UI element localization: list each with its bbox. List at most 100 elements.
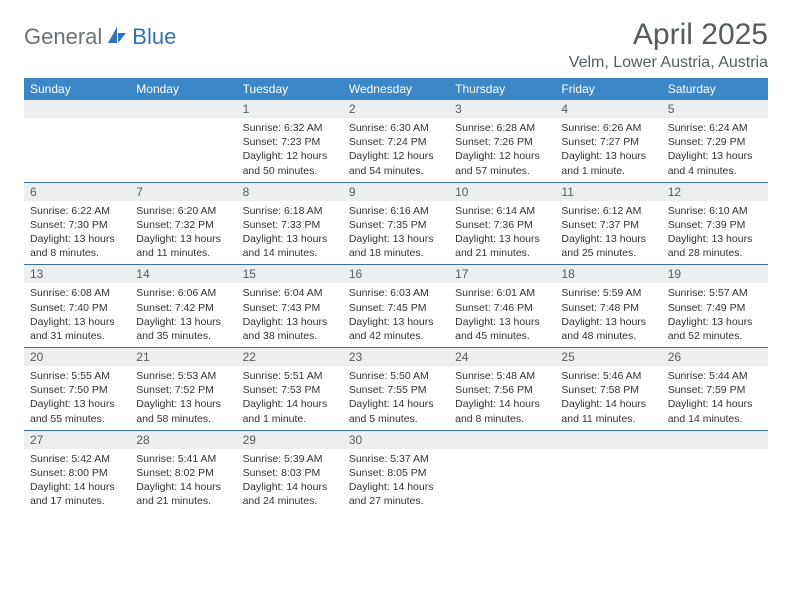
day-number: 1 bbox=[237, 100, 343, 118]
weekday-header-row: Sunday Monday Tuesday Wednesday Thursday… bbox=[24, 78, 768, 100]
sunrise-line: Sunrise: 5:53 AM bbox=[136, 369, 230, 383]
day-details: Sunrise: 6:20 AMSunset: 7:32 PMDaylight:… bbox=[130, 201, 236, 265]
sunrise-line: Sunrise: 6:04 AM bbox=[243, 286, 337, 300]
calendar-week-row: 1Sunrise: 6:32 AMSunset: 7:23 PMDaylight… bbox=[24, 100, 768, 182]
day-details: Sunrise: 6:10 AMSunset: 7:39 PMDaylight:… bbox=[662, 201, 768, 265]
day-number: 4 bbox=[555, 100, 661, 118]
day-number: 13 bbox=[24, 265, 130, 283]
sunrise-line: Sunrise: 5:46 AM bbox=[561, 369, 655, 383]
daylight-line: Daylight: 14 hours and 11 minutes. bbox=[561, 397, 655, 425]
calendar-cell: 17Sunrise: 6:01 AMSunset: 7:46 PMDayligh… bbox=[449, 265, 555, 348]
daylight-line: Daylight: 13 hours and 58 minutes. bbox=[136, 397, 230, 425]
sunrise-line: Sunrise: 5:44 AM bbox=[668, 369, 762, 383]
day-details: Sunrise: 5:46 AMSunset: 7:58 PMDaylight:… bbox=[555, 366, 661, 430]
daylight-line: Daylight: 13 hours and 8 minutes. bbox=[30, 232, 124, 260]
sunset-line: Sunset: 8:03 PM bbox=[243, 466, 337, 480]
sunset-line: Sunset: 7:29 PM bbox=[668, 135, 762, 149]
sunset-line: Sunset: 7:39 PM bbox=[668, 218, 762, 232]
daylight-line: Daylight: 14 hours and 5 minutes. bbox=[349, 397, 443, 425]
sunset-line: Sunset: 7:37 PM bbox=[561, 218, 655, 232]
logo-sail-icon bbox=[106, 25, 128, 50]
day-number: 17 bbox=[449, 265, 555, 283]
calendar-week-row: 6Sunrise: 6:22 AMSunset: 7:30 PMDaylight… bbox=[24, 182, 768, 265]
sunrise-line: Sunrise: 5:59 AM bbox=[561, 286, 655, 300]
sunrise-line: Sunrise: 6:32 AM bbox=[243, 121, 337, 135]
day-number: 26 bbox=[662, 348, 768, 366]
day-details: Sunrise: 5:57 AMSunset: 7:49 PMDaylight:… bbox=[662, 283, 768, 347]
sunrise-line: Sunrise: 5:55 AM bbox=[30, 369, 124, 383]
calendar-cell: 3Sunrise: 6:28 AMSunset: 7:26 PMDaylight… bbox=[449, 100, 555, 182]
day-number: 28 bbox=[130, 431, 236, 449]
calendar-week-row: 27Sunrise: 5:42 AMSunset: 8:00 PMDayligh… bbox=[24, 430, 768, 512]
calendar-cell: 11Sunrise: 6:12 AMSunset: 7:37 PMDayligh… bbox=[555, 182, 661, 265]
sunrise-line: Sunrise: 6:16 AM bbox=[349, 204, 443, 218]
sunset-line: Sunset: 7:59 PM bbox=[668, 383, 762, 397]
calendar-week-row: 20Sunrise: 5:55 AMSunset: 7:50 PMDayligh… bbox=[24, 348, 768, 431]
day-details: Sunrise: 5:51 AMSunset: 7:53 PMDaylight:… bbox=[237, 366, 343, 430]
col-saturday: Saturday bbox=[662, 78, 768, 100]
day-number: 27 bbox=[24, 431, 130, 449]
day-number: 11 bbox=[555, 183, 661, 201]
daylight-line: Daylight: 14 hours and 1 minute. bbox=[243, 397, 337, 425]
day-number: 5 bbox=[662, 100, 768, 118]
daylight-line: Daylight: 14 hours and 17 minutes. bbox=[30, 480, 124, 508]
calendar-cell bbox=[449, 430, 555, 512]
daylight-line: Daylight: 13 hours and 45 minutes. bbox=[455, 315, 549, 343]
calendar-cell: 8Sunrise: 6:18 AMSunset: 7:33 PMDaylight… bbox=[237, 182, 343, 265]
calendar-cell: 9Sunrise: 6:16 AMSunset: 7:35 PMDaylight… bbox=[343, 182, 449, 265]
sunrise-line: Sunrise: 6:24 AM bbox=[668, 121, 762, 135]
calendar-table: Sunday Monday Tuesday Wednesday Thursday… bbox=[24, 78, 768, 512]
day-details: Sunrise: 6:06 AMSunset: 7:42 PMDaylight:… bbox=[130, 283, 236, 347]
calendar-week-row: 13Sunrise: 6:08 AMSunset: 7:40 PMDayligh… bbox=[24, 265, 768, 348]
day-number: 2 bbox=[343, 100, 449, 118]
calendar-cell: 14Sunrise: 6:06 AMSunset: 7:42 PMDayligh… bbox=[130, 265, 236, 348]
calendar-cell bbox=[555, 430, 661, 512]
day-details: Sunrise: 6:03 AMSunset: 7:45 PMDaylight:… bbox=[343, 283, 449, 347]
sunset-line: Sunset: 7:53 PM bbox=[243, 383, 337, 397]
day-details: Sunrise: 6:22 AMSunset: 7:30 PMDaylight:… bbox=[24, 201, 130, 265]
daylight-line: Daylight: 12 hours and 54 minutes. bbox=[349, 149, 443, 177]
daylight-line: Daylight: 13 hours and 31 minutes. bbox=[30, 315, 124, 343]
daylight-line: Daylight: 13 hours and 28 minutes. bbox=[668, 232, 762, 260]
calendar-cell: 2Sunrise: 6:30 AMSunset: 7:24 PMDaylight… bbox=[343, 100, 449, 182]
daylight-line: Daylight: 13 hours and 55 minutes. bbox=[30, 397, 124, 425]
sunrise-line: Sunrise: 6:14 AM bbox=[455, 204, 549, 218]
sunset-line: Sunset: 7:40 PM bbox=[30, 301, 124, 315]
day-number bbox=[555, 431, 661, 449]
calendar-cell: 18Sunrise: 5:59 AMSunset: 7:48 PMDayligh… bbox=[555, 265, 661, 348]
calendar-cell: 1Sunrise: 6:32 AMSunset: 7:23 PMDaylight… bbox=[237, 100, 343, 182]
logo: General Blue bbox=[24, 18, 176, 50]
sunrise-line: Sunrise: 6:22 AM bbox=[30, 204, 124, 218]
calendar-cell: 24Sunrise: 5:48 AMSunset: 7:56 PMDayligh… bbox=[449, 348, 555, 431]
sunset-line: Sunset: 7:56 PM bbox=[455, 383, 549, 397]
daylight-line: Daylight: 13 hours and 18 minutes. bbox=[349, 232, 443, 260]
daylight-line: Daylight: 13 hours and 21 minutes. bbox=[455, 232, 549, 260]
calendar-cell: 19Sunrise: 5:57 AMSunset: 7:49 PMDayligh… bbox=[662, 265, 768, 348]
sunset-line: Sunset: 7:58 PM bbox=[561, 383, 655, 397]
daylight-line: Daylight: 13 hours and 38 minutes. bbox=[243, 315, 337, 343]
header: General Blue April 2025 Velm, Lower Aust… bbox=[24, 18, 768, 72]
calendar-cell: 6Sunrise: 6:22 AMSunset: 7:30 PMDaylight… bbox=[24, 182, 130, 265]
sunset-line: Sunset: 7:45 PM bbox=[349, 301, 443, 315]
day-number bbox=[24, 100, 130, 118]
location: Velm, Lower Austria, Austria bbox=[569, 54, 768, 72]
calendar-cell: 15Sunrise: 6:04 AMSunset: 7:43 PMDayligh… bbox=[237, 265, 343, 348]
sunrise-line: Sunrise: 5:57 AM bbox=[668, 286, 762, 300]
calendar-cell bbox=[662, 430, 768, 512]
day-details: Sunrise: 6:18 AMSunset: 7:33 PMDaylight:… bbox=[237, 201, 343, 265]
sunrise-line: Sunrise: 6:12 AM bbox=[561, 204, 655, 218]
sunset-line: Sunset: 7:46 PM bbox=[455, 301, 549, 315]
day-number bbox=[449, 431, 555, 449]
day-number: 8 bbox=[237, 183, 343, 201]
sunrise-line: Sunrise: 6:28 AM bbox=[455, 121, 549, 135]
daylight-line: Daylight: 13 hours and 35 minutes. bbox=[136, 315, 230, 343]
sunset-line: Sunset: 8:00 PM bbox=[30, 466, 124, 480]
sunset-line: Sunset: 7:50 PM bbox=[30, 383, 124, 397]
daylight-line: Daylight: 14 hours and 8 minutes. bbox=[455, 397, 549, 425]
daylight-line: Daylight: 12 hours and 57 minutes. bbox=[455, 149, 549, 177]
sunset-line: Sunset: 7:27 PM bbox=[561, 135, 655, 149]
calendar-cell: 7Sunrise: 6:20 AMSunset: 7:32 PMDaylight… bbox=[130, 182, 236, 265]
col-monday: Monday bbox=[130, 78, 236, 100]
day-number: 29 bbox=[237, 431, 343, 449]
day-number bbox=[130, 100, 236, 118]
